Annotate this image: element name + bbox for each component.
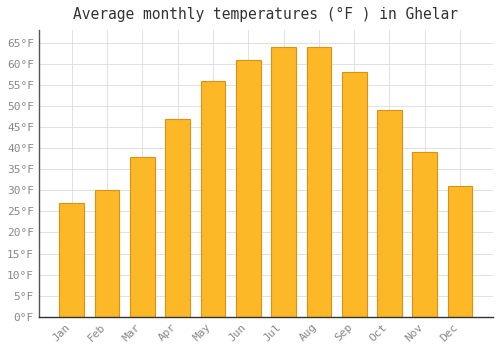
Bar [166,119,190,317]
Bar [412,152,437,317]
Bar [342,72,366,317]
Bar [271,47,296,317]
Bar [94,190,120,317]
Bar [306,47,331,317]
Bar [60,203,84,317]
Bar [377,110,402,317]
Bar [236,60,260,317]
Bar [448,186,472,317]
Bar [200,80,226,317]
Bar [130,156,155,317]
Title: Average monthly temperatures (°F ) in Ghelar: Average monthly temperatures (°F ) in Gh… [74,7,458,22]
